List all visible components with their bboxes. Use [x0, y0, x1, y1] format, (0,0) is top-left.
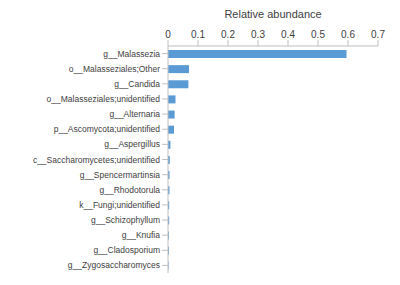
svg-text:0.3: 0.3: [251, 29, 265, 40]
svg-text:o__Malasseziales;Other: o__Malasseziales;Other: [69, 64, 160, 74]
svg-text:0.7: 0.7: [371, 29, 385, 40]
svg-text:Relative abundance: Relative abundance: [224, 8, 321, 20]
svg-text:c__Saccharomycetes;unidentifie: c__Saccharomycetes;unidentified: [33, 155, 160, 165]
svg-text:g__Rhodotorula: g__Rhodotorula: [100, 185, 161, 195]
svg-text:0: 0: [165, 29, 171, 40]
svg-text:g__Candida: g__Candida: [114, 79, 160, 89]
svg-text:0.6: 0.6: [341, 29, 355, 40]
svg-text:k__Fungi;unidentified: k__Fungi;unidentified: [79, 200, 160, 210]
svg-text:o__Malasseziales;unidentified: o__Malasseziales;unidentified: [47, 94, 161, 104]
svg-text:g__Cladosporium: g__Cladosporium: [93, 245, 160, 255]
svg-text:g__Knufia: g__Knufia: [122, 230, 161, 240]
svg-text:g__Zygosaccharomyces: g__Zygosaccharomyces: [68, 260, 160, 270]
svg-text:g__Spencermartinsia: g__Spencermartinsia: [80, 170, 161, 180]
svg-text:0.2: 0.2: [221, 29, 235, 40]
svg-text:p__Ascomycota;unidentified: p__Ascomycota;unidentified: [54, 124, 161, 134]
svg-text:g__Alternaria: g__Alternaria: [109, 109, 160, 119]
svg-text:g__Schizophyllum: g__Schizophyllum: [91, 215, 160, 225]
svg-text:0.5: 0.5: [311, 29, 325, 40]
svg-text:0.4: 0.4: [281, 29, 295, 40]
svg-text:g__Aspergillus: g__Aspergillus: [104, 139, 160, 149]
svg-text:g__Malassezia: g__Malassezia: [103, 49, 160, 59]
svg-text:0.1: 0.1: [191, 29, 205, 40]
